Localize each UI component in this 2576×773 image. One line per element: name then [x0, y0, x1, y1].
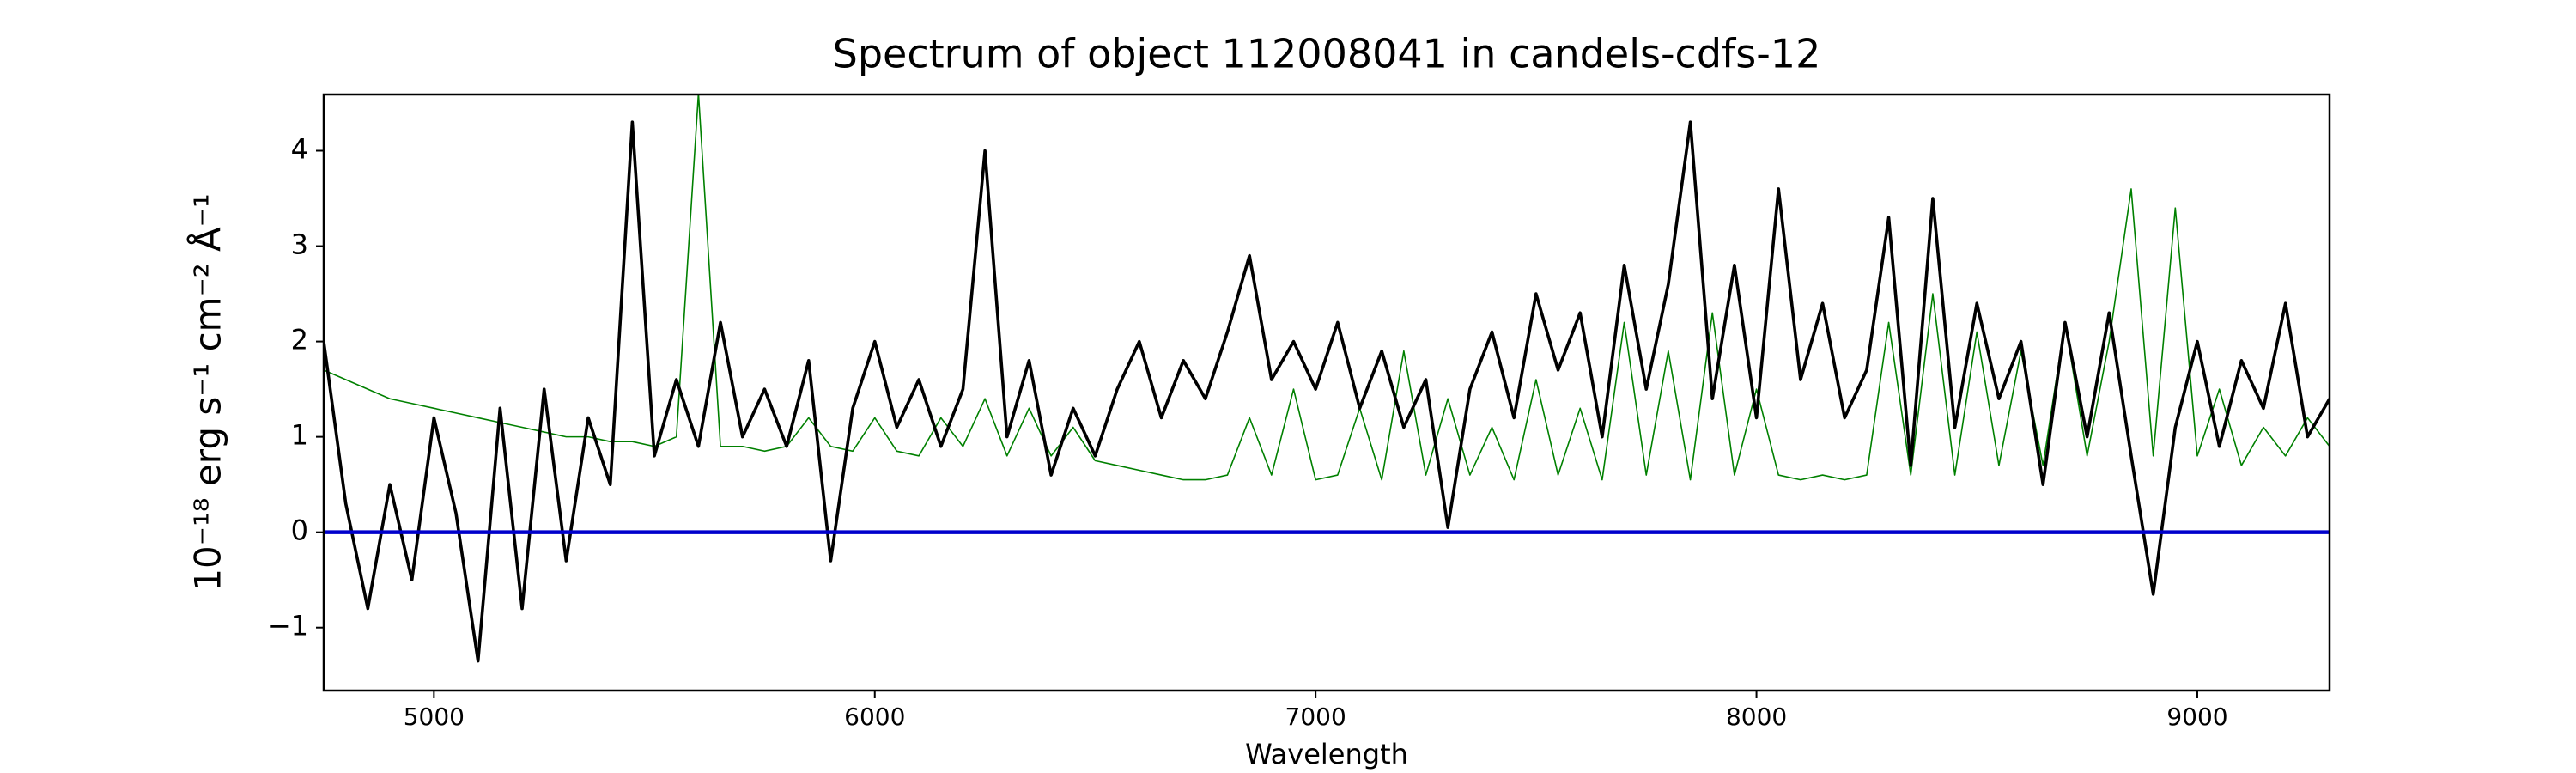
x-tick-label: 8000	[1726, 703, 1787, 731]
axes: 5000 6000 7000 8000 9000 −1 0 1 2 3 4	[268, 133, 2228, 731]
y-tick-label: 0	[291, 514, 308, 547]
x-tick-label: 9000	[2166, 703, 2227, 731]
x-tick-label: 6000	[844, 703, 905, 731]
plot-frame	[322, 93, 2331, 692]
y-tick-label: 2	[291, 324, 308, 356]
plot-area	[324, 94, 2330, 663]
x-tick-label: 5000	[404, 703, 465, 731]
y-tick-label: 3	[291, 228, 308, 261]
x-axis-label: Wavelength	[1245, 738, 1408, 770]
y-tick-label: −1	[268, 610, 308, 642]
chart-title: Spectrum of object 112008041 in candels-…	[833, 31, 1821, 77]
spectrum-line	[324, 120, 2330, 663]
y-tick-label: 4	[291, 133, 308, 166]
y-axis-label: 10⁻¹⁸ erg s⁻¹ cm⁻² Å⁻¹	[186, 193, 229, 591]
y-tick-label: 1	[291, 419, 308, 452]
x-tick-label: 7000	[1285, 703, 1346, 731]
